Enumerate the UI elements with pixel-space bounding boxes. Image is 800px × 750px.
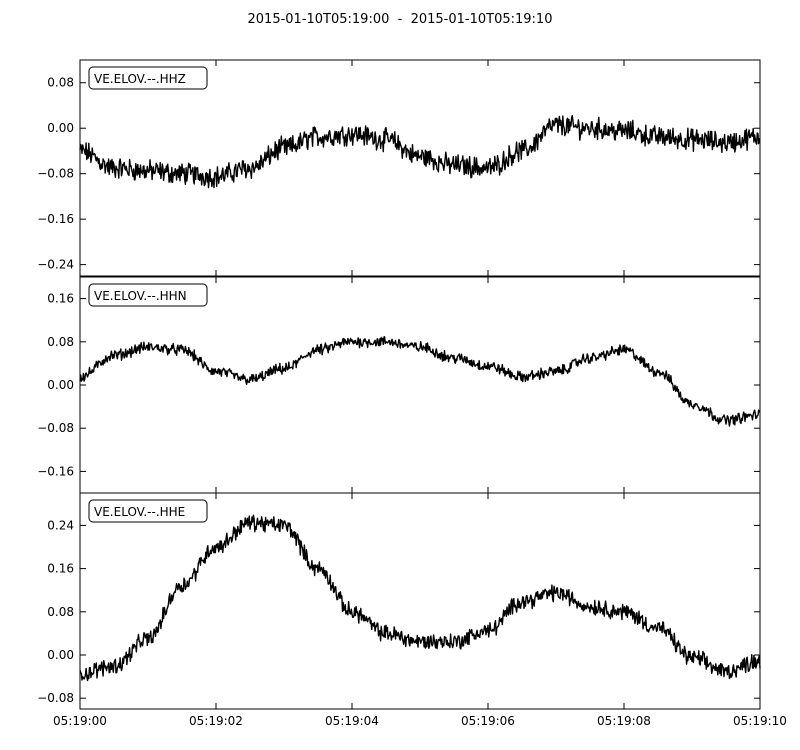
x-tick-label: 05:19:02 [189,714,243,728]
panel-frame-2 [79,276,761,494]
y-tick-label: −0.16 [37,464,74,478]
trace-line-3 [79,514,761,682]
y-tick-label: 0.08 [47,605,74,619]
x-tick-label: 05:19:00 [53,714,107,728]
y-tick-label: −0.08 [37,167,74,181]
y-tick-label: 0.00 [47,378,74,392]
x-tick-label: 05:19:10 [733,714,787,728]
x-tick-label: 05:19:08 [597,714,651,728]
trace-line-1 [79,114,761,189]
trace-line-2 [79,336,761,427]
channel-label-box [88,499,208,523]
y-tick-label: 0.08 [47,76,74,90]
y-tick-label: 0.16 [47,292,74,306]
chart-title: 2015-01-10T05:19:00 - 2015-01-10T05:19:1… [247,12,553,27]
panel-frame-3 [79,492,761,710]
y-tick-label: 0.08 [47,335,74,349]
y-tick-label: 0.24 [47,518,74,532]
y-tick-label: 0.00 [47,648,74,662]
y-tick-label: 0.16 [47,562,74,576]
channel-label: VE.ELOV.--.HHN [94,289,187,303]
channel-label-box [88,66,208,90]
y-tick-label: −0.24 [37,258,74,272]
channel-label: VE.ELOV.--.HHZ [94,72,186,86]
channel-label-box [88,283,208,307]
x-tick-label: 05:19:04 [325,714,379,728]
y-tick-label: 0.00 [47,121,74,135]
y-tick-label: −0.08 [37,691,74,705]
x-tick-label: 05:19:06 [461,714,515,728]
panel-frame-1 [79,59,761,277]
channel-label: VE.ELOV.--.HHE [94,505,185,519]
y-tick-label: −0.16 [37,212,74,226]
y-tick-label: −0.08 [37,421,74,435]
